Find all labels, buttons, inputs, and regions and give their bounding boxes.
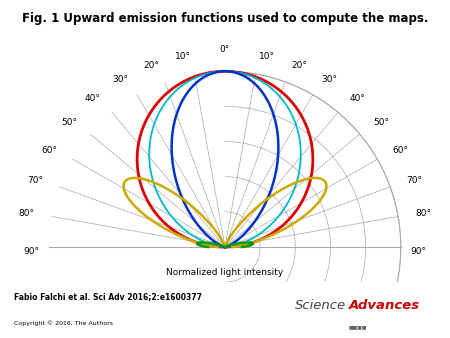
Text: 70°: 70° [407, 176, 423, 185]
Text: 70°: 70° [27, 176, 43, 185]
Text: 60°: 60° [392, 146, 409, 155]
Text: 80°: 80° [415, 209, 432, 218]
Text: 50°: 50° [61, 118, 77, 127]
Text: ■■■■: ■■■■ [349, 324, 367, 330]
Text: 20°: 20° [291, 61, 307, 70]
Text: 80°: 80° [18, 209, 35, 218]
Text: 40°: 40° [85, 94, 101, 103]
Text: 10°: 10° [259, 52, 274, 61]
Text: 40°: 40° [349, 94, 365, 103]
Text: 90°: 90° [24, 247, 40, 256]
Text: 30°: 30° [322, 75, 338, 84]
Text: 30°: 30° [112, 75, 128, 84]
Text: Advances: Advances [349, 299, 420, 312]
Text: Normalized light intensity: Normalized light intensity [166, 268, 284, 277]
Text: Copyright © 2016, The Authors: Copyright © 2016, The Authors [14, 320, 112, 326]
Text: Fig. 1 Upward emission functions used to compute the maps.: Fig. 1 Upward emission functions used to… [22, 12, 428, 25]
Text: Science: Science [295, 299, 346, 312]
Text: 50°: 50° [373, 118, 389, 127]
Text: 0°: 0° [220, 45, 230, 54]
Text: Fabio Falchi et al. Sci Adv 2016;2:e1600377: Fabio Falchi et al. Sci Adv 2016;2:e1600… [14, 292, 202, 301]
Text: 20°: 20° [143, 61, 159, 70]
Text: 90°: 90° [410, 247, 426, 256]
Text: 60°: 60° [41, 146, 58, 155]
Text: 10°: 10° [176, 52, 191, 61]
